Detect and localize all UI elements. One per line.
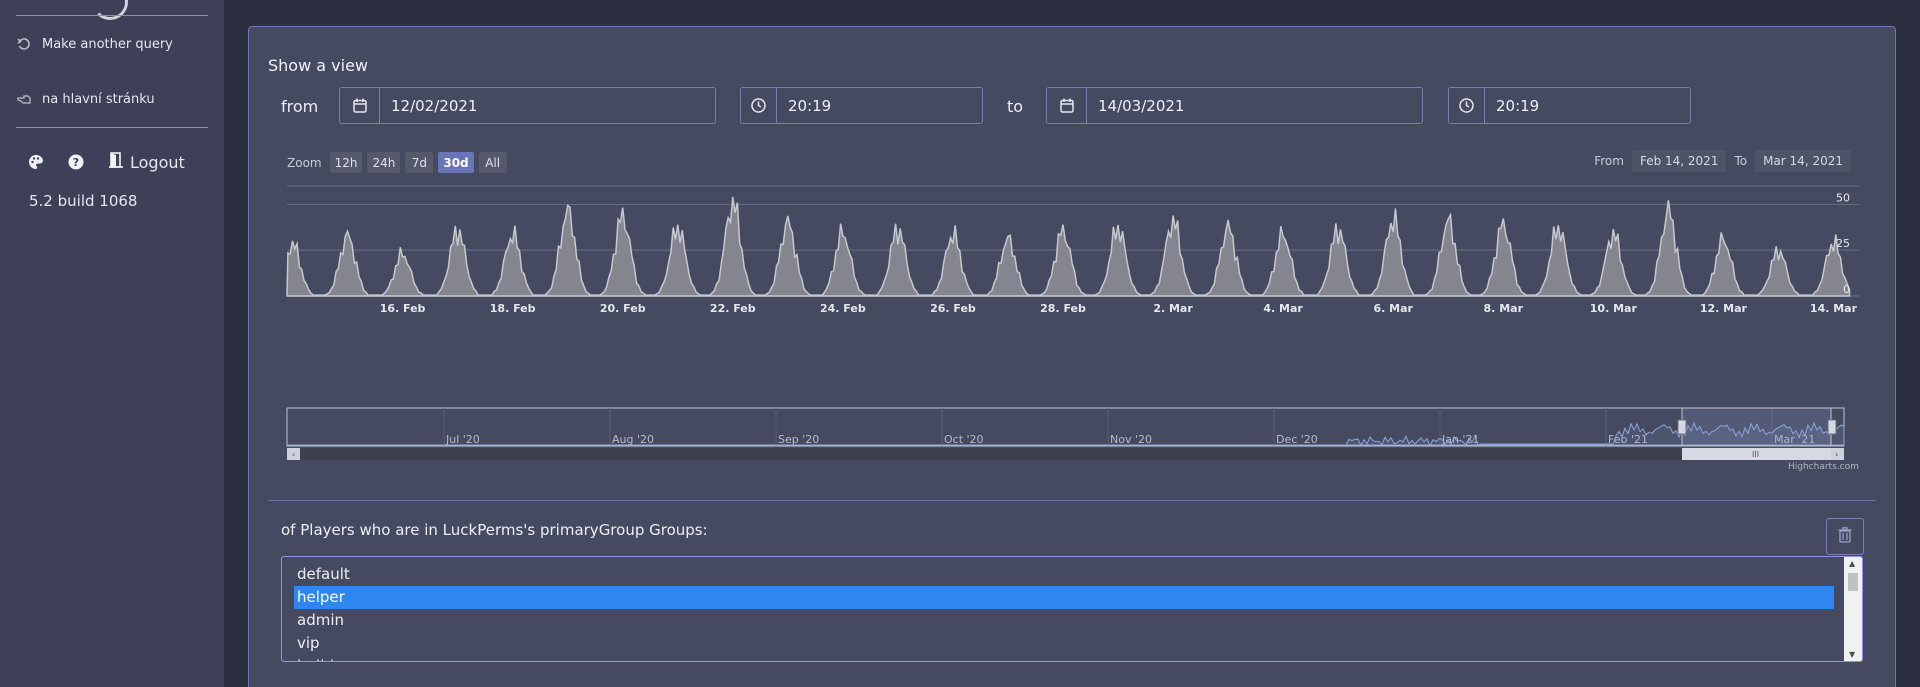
sidebar-item-label: na hlavní stránku [42,91,155,107]
scroll-up-icon: ▲ [1849,559,1856,568]
zoom-label: Zoom [287,155,322,170]
x-tick-label: 12. Mar [1700,302,1748,315]
x-tick-label: 22. Feb [710,302,756,315]
from-label: from [281,97,319,116]
zoom-all-button[interactable]: All [478,152,507,173]
navigator-handle-right[interactable] [1827,419,1837,435]
from-date-field [339,87,716,124]
x-tick-label: 14. Mar [1810,302,1858,315]
section-divider [268,500,1876,501]
x-tick-label: 4. Mar [1263,302,1303,315]
sidebar-item-main-page[interactable]: na hlavní stránku [16,91,155,107]
navigator-tick-label: Oct '20 [944,433,984,446]
scrollbar-right-button[interactable] [1831,448,1844,460]
x-tick-label: 24. Feb [820,302,866,315]
to-time-input[interactable] [1485,88,1690,123]
to-date-input[interactable] [1087,88,1422,123]
list-item[interactable]: admin [297,611,344,629]
navigator-tick-label: Aug '20 [612,433,654,446]
sidebar-item-label: Make another query [42,36,173,52]
zoom-7d-button[interactable]: 7d [405,152,434,173]
range-selector: From Feb 14, 2021 To Mar 14, 2021 [1594,150,1851,172]
trash-icon [1838,526,1852,547]
navigator-series [287,421,1845,448]
clock-icon [741,88,777,123]
clock-icon [1449,88,1485,123]
navigator-tick-label: Jan '21 [1441,433,1479,446]
range-from-label: From [1594,154,1624,168]
navigator-selection[interactable] [1681,407,1832,447]
scrollbar-thumb[interactable] [1848,573,1858,591]
to-time-field [1448,87,1691,124]
to-date-field [1046,87,1423,124]
navigator-scrollbar[interactable] [287,448,1844,460]
range-to-label: To [1734,154,1748,168]
groups-title: of Players who are in LuckPerms's primar… [281,521,708,539]
x-tick-label: 6. Mar [1373,302,1413,315]
logo [92,0,128,20]
sidebar-divider [16,127,208,128]
version-label: 5.2 build 1068 [29,192,138,210]
y-tick-label: 25 [1836,237,1850,250]
x-tick-label: 10. Mar [1590,302,1638,315]
undo-icon [16,36,32,52]
navigator-tick-label: Feb '21 [1608,433,1648,446]
chevron-right-icon: › [1835,450,1838,459]
scrollbar-thumb[interactable] [1682,448,1831,460]
list-item-selected[interactable]: helper [294,586,1834,609]
zoom-12h-button[interactable]: 12h [329,152,363,173]
from-date-input[interactable] [380,88,715,123]
logout-button[interactable]: Logout [108,152,185,172]
scroll-down-icon: ▼ [1849,650,1856,659]
range-to-input[interactable]: Mar 14, 2021 [1755,150,1851,172]
x-tick-label: 18. Feb [490,302,536,315]
x-tick-label: 2. Mar [1153,302,1193,315]
from-time-field [740,87,983,124]
grip-icon: III [1752,450,1759,459]
list-item[interactable]: default [297,565,350,583]
navigator-tick-label: Sep '20 [778,433,819,446]
zoom-24h-button[interactable]: 24h [367,152,401,173]
navigator-tick-label: Mar '21 [1774,433,1815,446]
page-title: Show a view [268,56,368,75]
help-icon[interactable]: ? [68,154,84,170]
scrollbar-left-button[interactable] [287,448,300,460]
zoom-selector: Zoom 12h 24h 7d 30d All [287,152,507,173]
x-tick-label: 16. Feb [380,302,426,315]
navigator-tick-label: Jul '20 [445,433,480,446]
logout-label: Logout [130,152,185,172]
palette-icon[interactable] [28,154,44,170]
x-tick-label: 26. Feb [930,302,976,315]
y-tick-label: 50 [1836,191,1850,204]
zoom-30d-button[interactable]: 30d [438,152,474,173]
calendar-icon [1047,88,1087,123]
players-chart: 0 25 50 16. Feb 18. Feb 20. Feb 22. Feb 24. Fe… [286,185,1860,460]
navigator-tick-label: Dec '20 [1276,433,1318,446]
groups-listbox[interactable]: default helper admin vip builder ▲ ▼ [281,556,1863,662]
to-label: to [1007,97,1024,116]
calendar-icon [340,88,380,123]
sidebar-divider [16,15,208,16]
from-time-input[interactable] [777,88,982,123]
list-item[interactable]: vip [297,634,320,652]
x-tick-label: 8. Mar [1484,302,1524,315]
sidebar-item-make-another-query[interactable]: Make another query [16,36,173,52]
listbox-scrollbar[interactable]: ▲ ▼ [1844,557,1862,661]
range-from-input[interactable]: Feb 14, 2021 [1631,150,1727,172]
y-tick-label: 0 [1843,283,1850,296]
door-icon [108,152,124,172]
list-item[interactable]: builder [294,655,1834,661]
hand-point-left-icon [16,91,32,107]
remove-filter-button[interactable] [1826,518,1864,555]
series-area [286,196,1851,297]
x-tick-label: 28. Feb [1040,302,1086,315]
chevron-left-icon: ‹ [292,450,295,459]
navigator-handle-left[interactable] [1677,419,1687,435]
chart-credit[interactable]: Highcharts.com [1788,462,1859,472]
sidebar-toolbar: ? Logout [28,152,185,172]
sidebar: Make another query na hlavní stránku ? L… [0,0,224,687]
svg-text:?: ? [73,156,79,169]
navigator-tick-label: Nov '20 [1110,433,1152,446]
x-tick-label: 20. Feb [600,302,646,315]
